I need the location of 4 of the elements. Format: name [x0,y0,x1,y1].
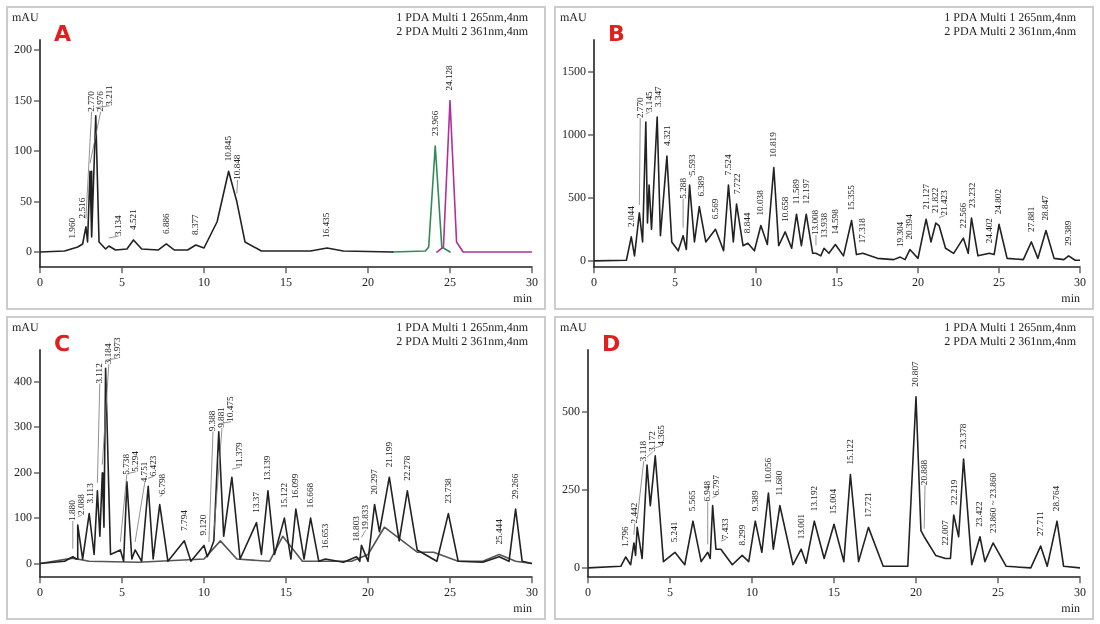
chart-title: A [54,20,72,47]
chart-title: D [602,330,621,357]
chart-title: B [608,20,625,47]
chart-title: C [54,330,71,357]
